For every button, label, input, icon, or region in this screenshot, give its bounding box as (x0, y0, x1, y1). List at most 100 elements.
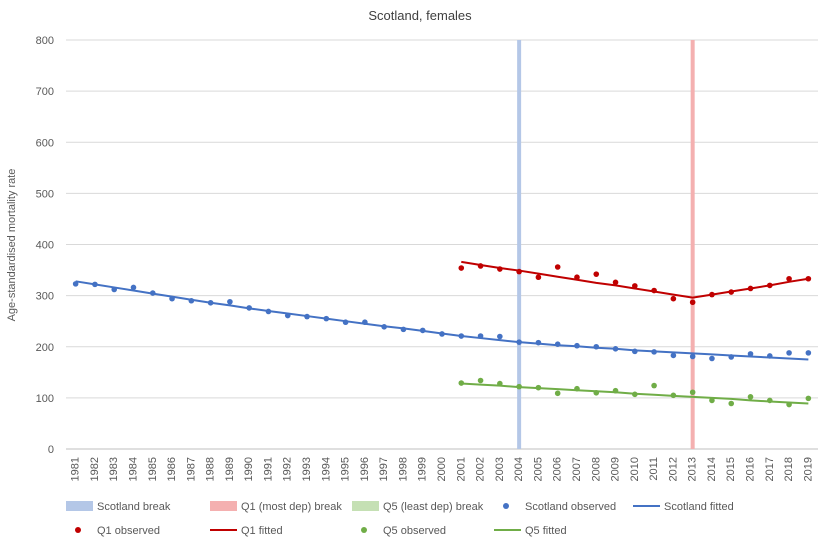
x-tick-label: 1985 (147, 457, 159, 481)
y-tick-label: 800 (36, 35, 54, 47)
x-tick-label: 2001 (455, 457, 467, 481)
data-point (304, 313, 310, 320)
data-point (111, 286, 118, 293)
data-point (477, 377, 484, 384)
legend-swatch (210, 501, 237, 511)
data-point (766, 397, 773, 404)
data-point (92, 281, 98, 288)
data-point (265, 308, 272, 315)
legend-label: Q5 observed (383, 525, 446, 537)
data-point (670, 295, 677, 302)
data-point (535, 274, 542, 281)
x-tick-label: 2018 (783, 457, 795, 481)
data-point (689, 389, 696, 396)
x-tick-label: 2003 (494, 457, 506, 481)
data-point (554, 390, 561, 397)
data-point (689, 353, 696, 360)
y-tick-label: 600 (36, 137, 54, 149)
x-tick-label: 2019 (802, 457, 814, 481)
data-point (670, 392, 677, 399)
x-tick-label: 1990 (243, 457, 255, 481)
data-point (689, 299, 696, 306)
x-tick-label: 2011 (648, 457, 660, 481)
data-point (632, 348, 638, 355)
x-tick-label: 2013 (687, 457, 699, 481)
break-lines (517, 40, 695, 449)
x-tick-label: 1999 (417, 457, 429, 481)
data-point (497, 380, 503, 387)
data-point (574, 342, 580, 349)
x-tick-label: 2009 (610, 457, 622, 481)
series-line (75, 280, 809, 361)
data-point (497, 333, 503, 340)
x-tick-label: 1984 (127, 457, 139, 481)
data-point (284, 312, 291, 319)
legend-label: Scotland observed (525, 501, 616, 513)
data-point (419, 327, 426, 334)
x-tick-label: 2008 (590, 457, 602, 481)
y-tick-label: 100 (36, 393, 54, 405)
y-tick-label: 300 (36, 291, 54, 303)
data-point (400, 326, 407, 333)
data-point (477, 263, 484, 269)
data-point (246, 305, 252, 311)
data-point (632, 283, 638, 289)
data-point (766, 353, 773, 359)
data-point (554, 341, 561, 347)
y-tick-label: 200 (36, 342, 54, 354)
legend: Scotland break Q1 (most dep) break Q5 (lea… (66, 501, 734, 537)
grid (66, 39, 818, 450)
y-tick-label: 500 (36, 188, 54, 200)
x-axis-ticks: 1981 1982 1983 1984 1985 1986 1987 1988 1989 1990… (70, 457, 815, 481)
data-point (535, 339, 542, 346)
data-point (612, 279, 619, 286)
legend-label: Q1 (most dep) break (241, 501, 342, 513)
data-point (458, 380, 465, 386)
data-point (709, 397, 715, 404)
x-tick-label: 2006 (552, 457, 564, 481)
x-tick-label: 1997 (378, 457, 390, 481)
data-point (709, 291, 715, 298)
x-tick-label: 2012 (667, 457, 679, 481)
data-point (323, 315, 330, 322)
data-point (516, 383, 522, 390)
data-point (342, 319, 349, 326)
data-point (169, 295, 175, 302)
data-point (747, 351, 754, 357)
data-point (728, 400, 735, 407)
data-point (574, 385, 580, 392)
data-point (651, 382, 657, 389)
data-point (651, 287, 657, 294)
x-tick-label: 2016 (745, 457, 757, 481)
x-tick-label: 2017 (764, 457, 776, 481)
data-point (439, 331, 445, 337)
data-point (786, 350, 792, 356)
data-point (651, 349, 657, 355)
x-tick-label: 2015 (725, 457, 737, 481)
x-tick-label: 1991 (262, 457, 274, 481)
x-tick-label: 2010 (629, 457, 641, 481)
data-point (728, 354, 735, 360)
legend-swatch (66, 501, 93, 511)
data-point (593, 271, 600, 277)
data-point (670, 352, 677, 359)
x-tick-label: 1998 (397, 457, 409, 481)
y-tick-label: 0 (48, 444, 54, 456)
chart-title: Scotland, females (368, 8, 472, 23)
legend-label: Scotland fitted (664, 501, 734, 513)
x-tick-label: 2004 (513, 457, 525, 481)
legend-swatch (361, 527, 367, 533)
x-tick-label: 1992 (282, 457, 294, 481)
x-tick-label: 2014 (706, 457, 718, 481)
data-point (786, 401, 792, 408)
x-tick-label: 1993 (301, 457, 313, 481)
data-point (805, 275, 812, 282)
data-point (149, 290, 156, 296)
data-point (188, 297, 195, 304)
legend-swatch (352, 501, 379, 511)
y-axis-title: Age-standardised mortality rate (6, 169, 18, 322)
y-axis-ticks: 0 100 200 300 400 500 600 700 800 (36, 35, 54, 456)
legend-label: Q1 fitted (241, 525, 283, 537)
data-point (516, 268, 522, 275)
